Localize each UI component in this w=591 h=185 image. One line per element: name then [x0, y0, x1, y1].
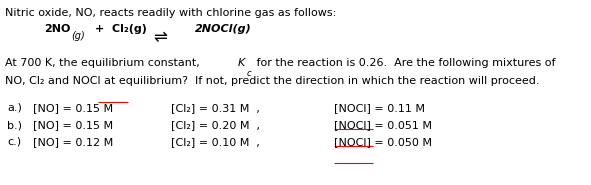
Text: At 700 K, the equilibrium constant,: At 700 K, the equilibrium constant, [5, 58, 203, 68]
Text: a.): a.) [7, 103, 22, 113]
Text: [Cl₂] = 0.10 M  ,: [Cl₂] = 0.10 M , [171, 137, 260, 147]
Text: 2NO: 2NO [44, 24, 71, 34]
Text: [Cl₂] = 0.31 M  ,: [Cl₂] = 0.31 M , [171, 103, 260, 113]
Text: [NO] = 0.15 M: [NO] = 0.15 M [33, 103, 113, 113]
Text: [NO] = 0.15 M: [NO] = 0.15 M [33, 120, 113, 130]
Text: Nitric oxide, NO, reacts readily with chlorine gas as follows:: Nitric oxide, NO, reacts readily with ch… [5, 8, 336, 18]
Text: [NOCl] = 0.050 M: [NOCl] = 0.050 M [334, 137, 432, 147]
Text: K: K [238, 58, 245, 68]
Text: [NOCl] = 0.051 M: [NOCl] = 0.051 M [334, 120, 432, 130]
Text: c: c [246, 69, 251, 78]
Text: b.): b.) [7, 120, 22, 130]
Text: (g): (g) [72, 31, 85, 41]
Text: for the reaction is 0.26.  Are the following mixtures of: for the reaction is 0.26. Are the follow… [253, 58, 556, 68]
Text: ⇌: ⇌ [154, 28, 167, 46]
Text: [Cl₂] = 0.20 M  ,: [Cl₂] = 0.20 M , [171, 120, 261, 130]
Text: 2NOCl(g): 2NOCl(g) [195, 24, 252, 34]
Text: [NO] = 0.12 M: [NO] = 0.12 M [33, 137, 113, 147]
Text: c.): c.) [7, 137, 21, 147]
Text: NO, Cl₂ and NOCl at equilibrium?  If not, predict the direction in which the rea: NO, Cl₂ and NOCl at equilibrium? If not,… [5, 76, 539, 86]
Text: +  Cl₂(g): + Cl₂(g) [95, 24, 147, 34]
Text: [NOCl] = 0.11 M: [NOCl] = 0.11 M [334, 103, 425, 113]
